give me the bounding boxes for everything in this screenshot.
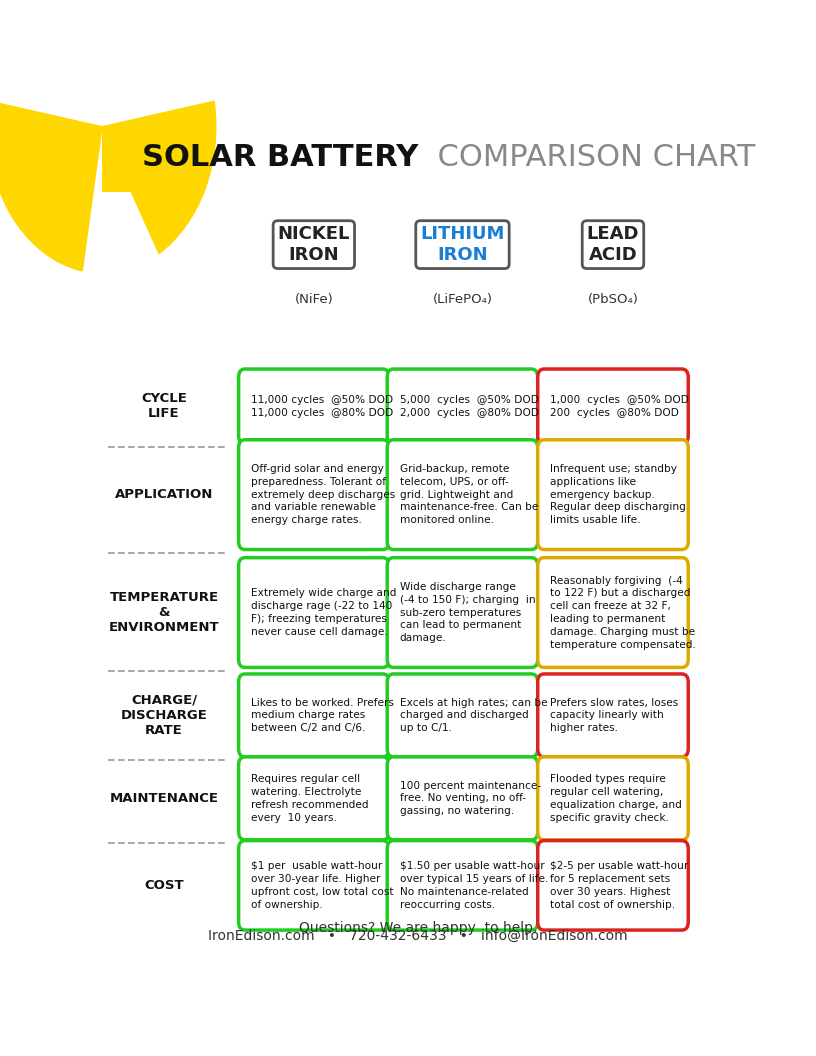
Text: Prefers slow rates, loses
capacity linearly with
higher rates.: Prefers slow rates, loses capacity linea… [550,698,679,733]
Text: Extremely wide charge and
discharge rage (-22 to 140
F); freezing temperatures
n: Extremely wide charge and discharge rage… [251,588,397,637]
Text: 5,000  cycles  @50% DOD
2,000  cycles  @80% DOD: 5,000 cycles @50% DOD 2,000 cycles @80% … [400,395,539,418]
Text: Questions? We are happy  to help.: Questions? We are happy to help. [299,921,538,935]
Text: Excels at high rates; can be
charged and discharged
up to C/1.: Excels at high rates; can be charged and… [400,698,548,733]
Text: SOLAR BATTERY: SOLAR BATTERY [142,144,418,172]
Text: Grid-backup, remote
telecom, UPS, or off-
grid. Lightweight and
maintenance-free: Grid-backup, remote telecom, UPS, or off… [400,464,539,525]
Text: CHARGE/
DISCHARGE
RATE: CHARGE/ DISCHARGE RATE [121,694,207,737]
Text: 100 percent maintenance-
free. No venting, no off-
gassing, no watering.: 100 percent maintenance- free. No ventin… [400,780,541,816]
Text: 11,000 cycles  @50% DOD
11,000 cycles  @80% DOD: 11,000 cycles @50% DOD 11,000 cycles @80… [251,395,393,418]
FancyBboxPatch shape [238,369,389,444]
Text: IronEdison.com   •   720-432-6433   •   info@IronEdison.com: IronEdison.com • 720-432-6433 • info@Iro… [208,929,628,943]
FancyBboxPatch shape [538,841,688,930]
Text: $2-5 per usable watt-hour
for 5 replacement sets
over 30 years. Highest
total co: $2-5 per usable watt-hour for 5 replacem… [550,861,689,909]
Text: Wide discharge range
(-4 to 150 F); charging  in
sub-zero temperatures
can lead : Wide discharge range (-4 to 150 F); char… [400,582,535,643]
FancyBboxPatch shape [238,674,389,757]
FancyBboxPatch shape [388,841,538,930]
Text: (LiFePO₄): (LiFePO₄) [432,294,493,306]
Text: Infrequent use; standby
applications like
emergency backup.
Regular deep dischar: Infrequent use; standby applications lik… [550,464,686,525]
Wedge shape [0,101,102,270]
Text: Reasonably forgiving  (-4
to 122 F) but a discharged
cell can freeze at 32 F,
le: Reasonably forgiving (-4 to 122 F) but a… [550,576,696,649]
Text: $1.50 per usable watt-hour
over typical 15 years of life.
No maintenance-related: $1.50 per usable watt-hour over typical … [400,861,548,909]
FancyBboxPatch shape [538,439,688,549]
Text: (PbSO₄): (PbSO₄) [588,294,638,306]
FancyBboxPatch shape [238,558,389,667]
FancyBboxPatch shape [388,439,538,549]
Text: TEMPERATURE
&
ENVIRONMENT: TEMPERATURE & ENVIRONMENT [109,591,220,634]
Text: 1,000  cycles  @50% DOD
200  cycles  @80% DOD: 1,000 cycles @50% DOD 200 cycles @80% DO… [550,395,690,418]
FancyBboxPatch shape [538,757,688,840]
FancyBboxPatch shape [388,369,538,444]
Text: Off-grid solar and energy
preparedness. Tolerant of
extremely deep discharges
an: Off-grid solar and energy preparedness. … [251,464,396,525]
Text: NICKEL
IRON: NICKEL IRON [277,225,350,264]
FancyBboxPatch shape [388,558,538,667]
FancyBboxPatch shape [538,674,688,757]
FancyBboxPatch shape [388,757,538,840]
FancyBboxPatch shape [238,439,389,549]
Text: $1 per  usable watt-hour
over 30-year life. Higher
upfront cost, low total cost
: $1 per usable watt-hour over 30-year lif… [251,861,394,909]
FancyBboxPatch shape [238,841,389,930]
Text: (NiFe): (NiFe) [295,294,333,306]
FancyBboxPatch shape [238,757,389,840]
Text: COMPARISON CHART: COMPARISON CHART [418,144,756,172]
Text: LITHIUM
IRON: LITHIUM IRON [420,225,504,264]
Text: Requires regular cell
watering. Electrolyte
refresh recommended
every  10 years.: Requires regular cell watering. Electrol… [251,774,369,823]
Wedge shape [102,101,215,253]
FancyBboxPatch shape [538,558,688,667]
Text: APPLICATION: APPLICATION [115,488,213,502]
Text: MAINTENANCE: MAINTENANCE [109,792,219,805]
FancyBboxPatch shape [538,369,688,444]
FancyBboxPatch shape [102,127,190,192]
Text: CYCLE
LIFE: CYCLE LIFE [141,393,187,420]
Text: Likes to be worked. Prefers
medium charge rates
between C/2 and C/6.: Likes to be worked. Prefers medium charg… [251,698,394,733]
Text: COST: COST [144,879,184,892]
Text: LEAD
ACID: LEAD ACID [587,225,639,264]
Text: Flooded types require
regular cell watering,
equalization charge, and
specific g: Flooded types require regular cell water… [550,774,682,823]
FancyBboxPatch shape [388,674,538,757]
